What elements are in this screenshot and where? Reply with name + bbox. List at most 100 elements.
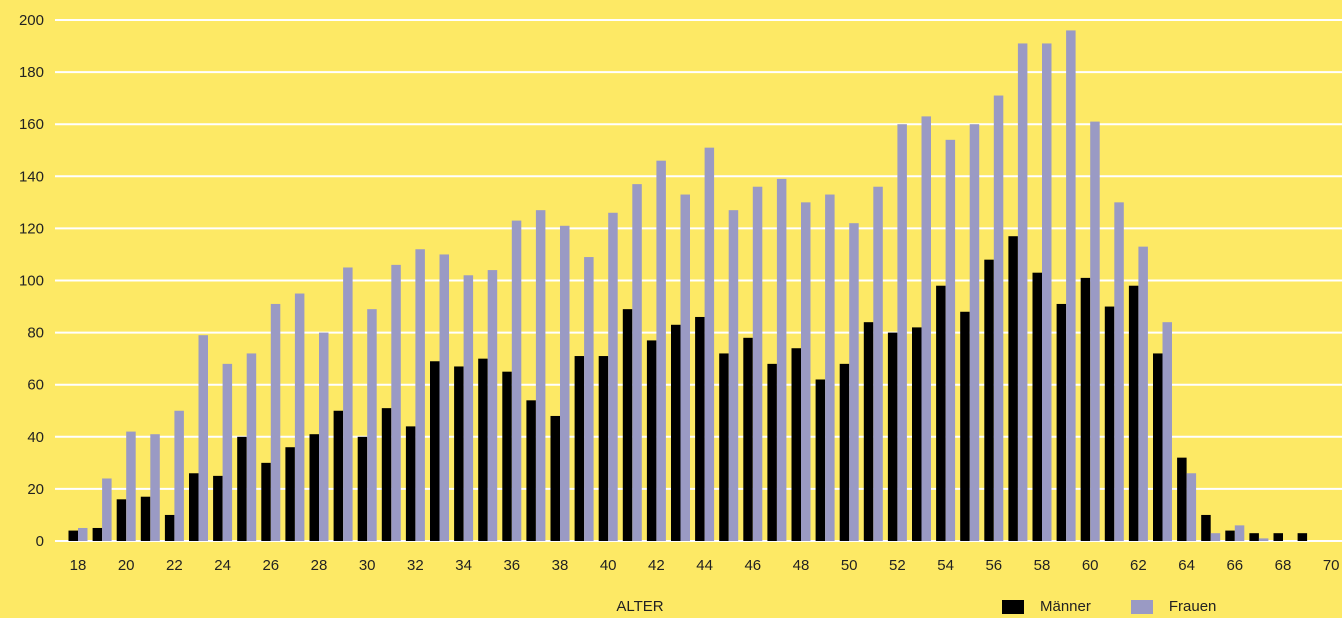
bar-maenner-23 — [189, 473, 199, 541]
y-tick-label-140: 140 — [19, 168, 44, 185]
bar-frauen-56 — [993, 95, 1004, 542]
bar-frauen-18 — [78, 527, 88, 541]
bar-maenner-33 — [430, 361, 440, 541]
bar-frauen-31 — [391, 264, 401, 541]
legend-swatch-maenner — [1002, 599, 1024, 614]
bar-maenner-65 — [1201, 514, 1211, 541]
bar-maenner-31 — [381, 408, 392, 541]
x-tick-label-36: 36 — [503, 557, 520, 574]
x-tick-label-30: 30 — [359, 557, 376, 574]
bar-maenner-35 — [478, 358, 488, 541]
bar-frauen-29 — [343, 267, 353, 541]
bar-maenner-50 — [839, 363, 850, 541]
x-tick-label-56: 56 — [985, 557, 1002, 574]
bar-frauen-60 — [1090, 121, 1100, 541]
x-tick-label-44: 44 — [696, 557, 713, 574]
x-tick-label-64: 64 — [1178, 557, 1195, 574]
bar-maenner-66 — [1225, 530, 1235, 541]
y-tick-label-180: 180 — [19, 64, 44, 81]
legend-swatch-frauen — [1130, 599, 1153, 614]
bar-maenner-69 — [1297, 533, 1308, 541]
x-tick-label-32: 32 — [407, 557, 424, 574]
bar-frauen-25 — [246, 353, 257, 541]
bar-maenner-58 — [1032, 272, 1042, 541]
y-tick-label-100: 100 — [19, 273, 44, 290]
bar-frauen-40 — [608, 212, 618, 541]
y-tick-label-40: 40 — [27, 429, 44, 446]
legend-label-maenner: Männer — [1040, 598, 1091, 615]
bar-maenner-36 — [502, 371, 512, 541]
bar-maenner-30 — [357, 436, 368, 541]
bar-frauen-45 — [728, 210, 739, 542]
legend-label-frauen: Frauen — [1168, 598, 1217, 615]
bar-frauen-51 — [873, 186, 883, 541]
x-tick-label-42: 42 — [648, 557, 665, 574]
bar-frauen-20 — [126, 431, 136, 541]
bar-maenner-38 — [550, 415, 560, 541]
x-tick-label-52: 52 — [889, 557, 906, 574]
bar-frauen-28 — [319, 332, 329, 541]
x-tick-label-62: 62 — [1130, 557, 1147, 574]
legend-item-frauen: Frauen — [1130, 598, 1217, 615]
x-tick-label-58: 58 — [1034, 557, 1051, 574]
x-tick-label-18: 18 — [70, 557, 87, 574]
bar-maenner-52 — [887, 332, 898, 541]
bar-maenner-64 — [1177, 457, 1187, 541]
bar-frauen-48 — [801, 202, 811, 541]
x-tick-label-38: 38 — [552, 557, 569, 574]
bar-maenner-22 — [164, 514, 175, 541]
bar-maenner-39 — [574, 356, 585, 541]
bar-frauen-57 — [1017, 43, 1028, 541]
x-axis-title: ALTER — [616, 598, 664, 615]
bar-frauen-52 — [897, 124, 907, 541]
bar-frauen-24 — [222, 363, 233, 541]
bar-frauen-50 — [849, 223, 859, 541]
x-tick-label-70: 70 — [1323, 557, 1340, 574]
bar-frauen-34 — [463, 275, 474, 541]
x-tick-label-22: 22 — [166, 557, 183, 574]
bar-frauen-33 — [439, 254, 449, 541]
bar-maenner-48 — [791, 348, 801, 541]
y-tick-label-20: 20 — [27, 481, 44, 498]
x-tick-label-24: 24 — [214, 557, 231, 574]
bar-maenner-63 — [1153, 353, 1163, 541]
bar-frauen-46 — [752, 186, 763, 541]
x-tick-label-68: 68 — [1275, 557, 1292, 574]
bar-maenner-42 — [646, 340, 657, 541]
x-tick-label-40: 40 — [600, 557, 617, 574]
bar-frauen-39 — [584, 257, 594, 541]
bar-frauen-43 — [680, 194, 690, 541]
bar-maenner-34 — [454, 366, 464, 541]
bar-frauen-37 — [535, 210, 546, 542]
bar-maenner-32 — [405, 426, 416, 541]
bar-frauen-35 — [487, 270, 498, 541]
bar-frauen-66 — [1234, 525, 1245, 541]
bar-maenner-67 — [1249, 533, 1259, 541]
bar-frauen-22 — [174, 410, 184, 541]
bar-maenner-61 — [1104, 306, 1115, 541]
x-tick-label-26: 26 — [262, 557, 279, 574]
bar-frauen-49 — [825, 194, 835, 541]
legend: Männer Frauen — [1002, 598, 1256, 615]
x-tick-label-28: 28 — [311, 557, 328, 574]
x-tick-label-34: 34 — [455, 557, 472, 574]
bar-maenner-60 — [1080, 277, 1091, 541]
bar-maenner-18 — [68, 530, 78, 541]
x-tick-label-48: 48 — [793, 557, 810, 574]
bar-maenner-44 — [695, 316, 705, 541]
bar-frauen-41 — [632, 184, 642, 542]
bar-maenner-57 — [1008, 236, 1018, 541]
bar-frauen-61 — [1114, 202, 1124, 541]
bar-maenner-37 — [526, 400, 536, 541]
bar-frauen-47 — [776, 178, 787, 541]
bar-maenner-59 — [1056, 303, 1067, 541]
legend-item-maenner: Männer — [1002, 598, 1091, 615]
y-tick-label-60: 60 — [27, 377, 44, 394]
bar-frauen-58 — [1042, 43, 1052, 541]
bar-frauen-38 — [560, 225, 570, 542]
bar-frauen-42 — [656, 160, 666, 542]
bar-maenner-55 — [960, 311, 970, 541]
bar-frauen-53 — [921, 116, 931, 541]
